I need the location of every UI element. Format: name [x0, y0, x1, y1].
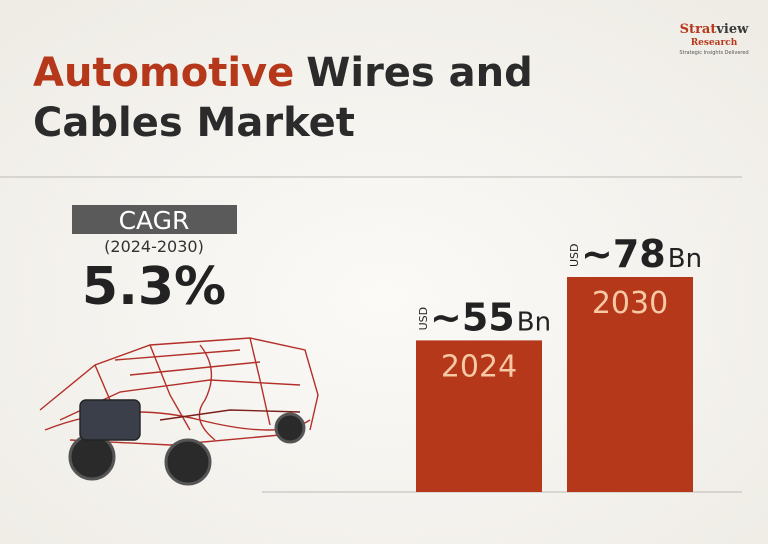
unit-prefix: USD: [568, 243, 581, 267]
category-label: 2030: [592, 286, 668, 321]
cagr-period: (2024-2030): [104, 237, 204, 256]
logo: Stratview Research Strategic Insights De…: [679, 22, 749, 56]
logo-research: Research: [691, 38, 738, 48]
title-line: Automotive Wires and: [33, 50, 533, 96]
category-label: 2024: [441, 349, 517, 384]
cagr-label: CAGR: [119, 206, 190, 235]
logo-name-part: view: [715, 22, 749, 37]
unit-suffix: Bn: [668, 244, 702, 274]
logo-name-part: Strat: [680, 22, 717, 37]
logo-name: Stratview: [680, 22, 749, 37]
unit-suffix: Bn: [517, 307, 551, 337]
value-label: ~55: [430, 295, 515, 339]
car-illustration: [39, 337, 319, 486]
logo-tagline: Strategic Insights Delivered: [679, 50, 748, 56]
value-label: ~78: [581, 232, 666, 276]
bar: [416, 340, 542, 492]
title-text: Wires and: [306, 50, 533, 96]
bar: [567, 277, 693, 492]
cagr-value: 5.3%: [82, 257, 226, 317]
unit-prefix: USD: [417, 307, 430, 331]
title-line: Cables Market: [33, 100, 355, 146]
cagr-box: [72, 205, 237, 234]
title: Automotive Wires and Cables Market: [33, 50, 533, 146]
title-highlight: Automotive: [33, 50, 294, 96]
